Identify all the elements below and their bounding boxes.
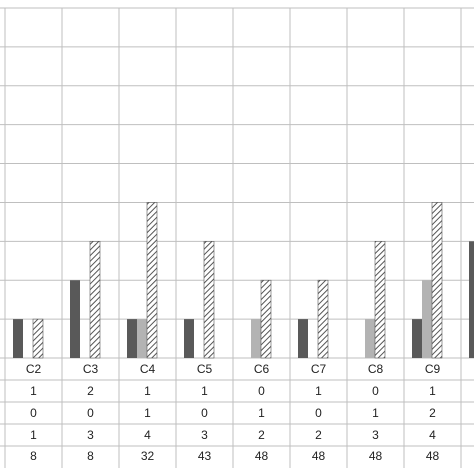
category-label: C4 — [140, 362, 156, 376]
category-label: C9 — [425, 362, 441, 376]
table-cell: 3 — [201, 428, 208, 442]
bar — [127, 319, 137, 358]
table-cell: 48 — [312, 449, 326, 463]
table-cell: 1 — [372, 406, 379, 420]
bar — [184, 319, 194, 358]
table-cell: 1 — [30, 384, 37, 398]
category-label: C6 — [254, 362, 270, 376]
table-cell: 1 — [429, 384, 436, 398]
table-cell: 1 — [144, 384, 151, 398]
table-cell: 1 — [315, 384, 322, 398]
category-label: C7 — [311, 362, 327, 376]
category-label: C2 — [26, 362, 42, 376]
table-cell: 2 — [258, 428, 265, 442]
bar — [203, 241, 215, 359]
bar — [412, 319, 422, 358]
table-cell: 3 — [372, 428, 379, 442]
bar — [89, 241, 101, 359]
table-cell: 8 — [30, 449, 37, 463]
table-cell: 1 — [258, 406, 265, 420]
bar — [469, 241, 474, 358]
table-cell: 0 — [201, 406, 208, 420]
table-cell: 0 — [315, 406, 322, 420]
table-cell: 32 — [141, 449, 155, 463]
table-cell: 8 — [87, 449, 94, 463]
bar — [374, 241, 386, 359]
bar — [298, 319, 308, 358]
bar — [146, 202, 158, 359]
table-cell: 0 — [258, 384, 265, 398]
table-cell: 2 — [87, 384, 94, 398]
table-cell: 0 — [87, 406, 94, 420]
bar — [260, 279, 272, 359]
table-cell: 48 — [255, 449, 269, 463]
bar — [431, 202, 443, 359]
table-cell: 4 — [429, 428, 436, 442]
bar — [422, 280, 432, 358]
table-cell: 0 — [372, 384, 379, 398]
table-cell: 48 — [369, 449, 383, 463]
table-cell: 4 — [144, 428, 151, 442]
bar — [365, 319, 375, 358]
table-cell: 1 — [144, 406, 151, 420]
category-label: C3 — [83, 362, 99, 376]
category-label: C5 — [197, 362, 213, 376]
bar — [70, 280, 80, 358]
table-cell: 2 — [429, 406, 436, 420]
table-cell: 3 — [87, 428, 94, 442]
table-cell: 48 — [426, 449, 440, 463]
bar — [137, 319, 147, 358]
table-cell: 2 — [315, 428, 322, 442]
table-cell: 43 — [198, 449, 212, 463]
table-cell: 1 — [30, 428, 37, 442]
bar — [317, 279, 329, 359]
table-cell: 1 — [201, 384, 208, 398]
bar — [251, 319, 261, 358]
table-cell: 0 — [30, 406, 37, 420]
bar — [32, 318, 44, 359]
category-label: C8 — [368, 362, 384, 376]
bar — [13, 319, 23, 358]
